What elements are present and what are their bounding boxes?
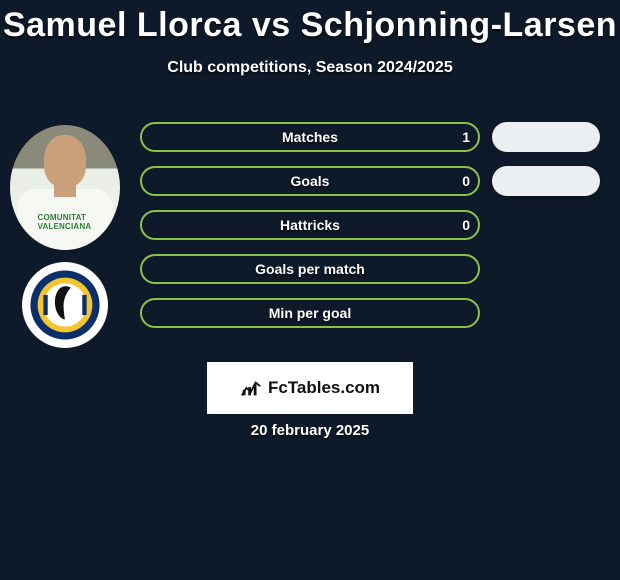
stat-row: Min per goal <box>140 298 480 328</box>
player1-avatar: COMUNITAT VALENCIANA <box>10 125 120 250</box>
stat-row: Goals per match <box>140 254 480 284</box>
right-pill <box>492 122 600 152</box>
page-title: Samuel Llorca vs Schjonning-Larsen <box>0 0 620 45</box>
player2-club-crest <box>22 262 108 348</box>
stat-value-left: 0 <box>462 217 470 233</box>
stat-row: Hattricks 0 <box>140 210 480 240</box>
stat-label: Min per goal <box>269 305 351 321</box>
stat-bar-goals-per-match: Goals per match <box>140 254 480 284</box>
stat-bar-hattricks: Hattricks 0 <box>140 210 480 240</box>
stat-label: Goals per match <box>255 261 365 277</box>
stat-label: Goals <box>291 173 330 189</box>
stat-row: Goals 0 <box>140 166 480 196</box>
chart-icon <box>240 377 262 399</box>
footer-date: 20 february 2025 <box>0 422 620 439</box>
stat-bar-min-per-goal: Min per goal <box>140 298 480 328</box>
right-pill-column <box>492 122 600 210</box>
stat-label: Matches <box>282 129 338 145</box>
player1-badge-text: COMUNITAT VALENCIANA <box>38 213 93 231</box>
page-subtitle: Club competitions, Season 2024/2025 <box>0 59 620 77</box>
stat-bars: Matches 1 Goals 0 Hattricks 0 Goals per … <box>140 122 480 342</box>
stat-label: Hattricks <box>280 217 340 233</box>
stat-row: Matches 1 <box>140 122 480 152</box>
right-pill <box>492 166 600 196</box>
stat-bar-matches: Matches 1 <box>140 122 480 152</box>
stat-bar-goals: Goals 0 <box>140 166 480 196</box>
brand-box: FcTables.com <box>207 362 413 414</box>
brand-text: FcTables.com <box>268 378 380 398</box>
avatar-column: COMUNITAT VALENCIANA <box>10 125 120 360</box>
stat-value-left: 0 <box>462 173 470 189</box>
stat-value-left: 1 <box>462 129 470 145</box>
